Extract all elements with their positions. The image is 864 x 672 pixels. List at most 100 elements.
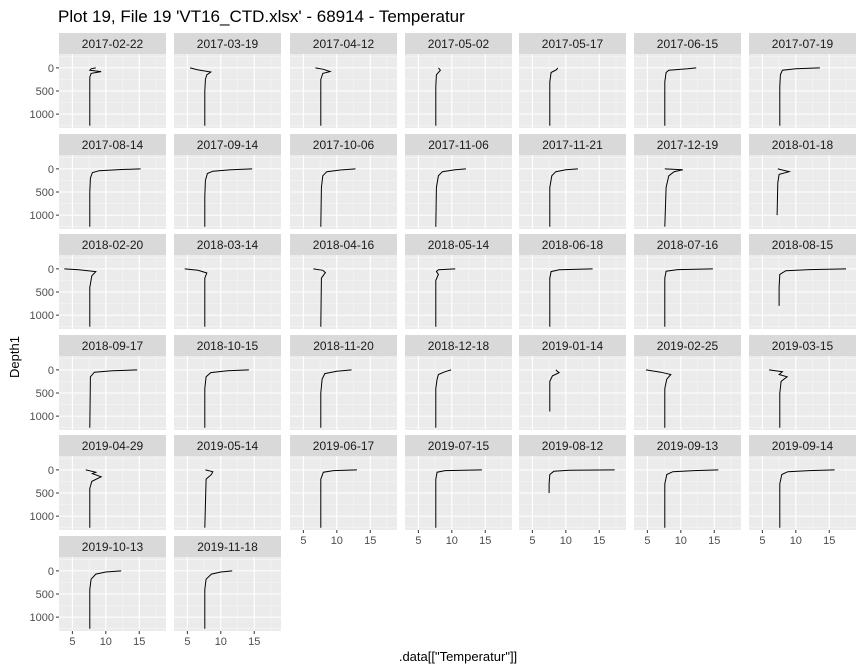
x-tick-label: 5	[300, 535, 306, 547]
facet-strip-label: 2017-06-15	[657, 37, 719, 51]
facet-strip-label: 2017-08-14	[82, 138, 144, 152]
facet-strip-label: 2017-11-06	[428, 138, 489, 152]
facet-strip	[519, 234, 626, 255]
facet-strip-label: 2019-06-17	[313, 439, 375, 453]
facet-strip	[749, 234, 856, 255]
x-tick-label: 15	[708, 535, 720, 547]
facet-panel: 2017-05-17	[519, 33, 626, 128]
y-tick-label: 500	[36, 287, 54, 299]
facet-strip-label: 2019-10-13	[82, 540, 144, 554]
facet-strip-label: 2019-08-12	[542, 439, 604, 453]
facet-panel: 2017-06-15	[634, 33, 741, 128]
y-tick-label: 1000	[30, 411, 54, 423]
facet-strip	[405, 33, 512, 54]
facet-panel: 2019-10-13 0 500 1000 5 10 15	[30, 536, 166, 648]
facet-panel: 2018-11-20	[290, 335, 397, 430]
temperature-profile-line	[778, 268, 847, 306]
facet-panel: 2019-11-18 5 10 15	[174, 536, 281, 648]
facet-panel: 2018-01-18	[749, 134, 856, 229]
facet-panel: 2017-12-19	[634, 134, 741, 229]
y-tick-label: 500	[36, 488, 54, 500]
temperature-profile-line	[88, 67, 102, 126]
facet-strip	[519, 134, 626, 155]
y-tick-label: 1000	[30, 210, 54, 222]
temperature-profile-line	[549, 369, 561, 412]
facet-strip-label: 2019-03-15	[772, 339, 834, 353]
facet-strip-label: 2017-02-22	[82, 37, 144, 51]
facet-panel: 2017-11-06	[405, 134, 512, 229]
facet-panel: 2019-09-14 5 10 15	[749, 435, 856, 547]
facet-panel: 2019-07-15 5 10 15	[405, 435, 512, 547]
x-tick-label: 15	[823, 535, 835, 547]
temperature-profile-line	[769, 369, 789, 428]
y-tick-label: 500	[36, 86, 54, 98]
facet-panel: 2019-04-29 0 500 1000	[30, 435, 166, 530]
facet-panel: 2019-06-17 5 10 15	[290, 435, 397, 547]
facet-panel: 2018-09-17 0 500 1000	[30, 335, 166, 430]
temperature-profile-line	[664, 469, 719, 528]
facet-panel: 2019-08-12 5 10 15	[519, 435, 626, 547]
y-tick-label: 1000	[30, 310, 54, 322]
facet-strip-label: 2017-07-19	[772, 37, 834, 51]
temperature-profile-line	[85, 469, 103, 528]
temperature-profile-line	[89, 570, 122, 629]
temperature-profile-line	[664, 168, 683, 227]
facet-strip	[405, 335, 512, 356]
facet-strip	[174, 134, 281, 155]
facet-strip	[290, 234, 397, 255]
facet-strip	[174, 33, 281, 54]
temperature-profile-line	[435, 67, 442, 126]
temperature-profile-line	[184, 268, 208, 327]
facet-strip	[634, 134, 741, 155]
y-tick-label: 0	[48, 63, 54, 75]
facet-panel: 2018-04-16	[290, 234, 397, 329]
x-tick-label: 15	[364, 535, 376, 547]
facet-panel: 2019-05-14	[174, 435, 281, 530]
facet-panel: 2017-05-02	[405, 33, 512, 128]
facet-strip-label: 2018-05-14	[428, 238, 490, 252]
facet-panel: 2017-09-14	[174, 134, 281, 229]
x-tick-label: 15	[593, 535, 605, 547]
x-tick-label: 10	[331, 535, 343, 547]
facet-panel: 2019-02-25	[634, 335, 741, 430]
y-tick-label: 500	[36, 187, 54, 199]
facet-strip	[634, 234, 741, 255]
facet-strip-label: 2019-04-29	[82, 439, 144, 453]
x-tick-label: 5	[529, 535, 535, 547]
x-tick-label: 10	[446, 535, 458, 547]
x-tick-label: 15	[479, 535, 491, 547]
temperature-profile-line	[549, 268, 593, 327]
facet-strip	[290, 335, 397, 356]
facet-panel: 2017-03-19	[174, 33, 281, 128]
temperature-profile-line	[204, 369, 249, 428]
y-tick-label: 0	[48, 365, 54, 377]
facet-strip	[405, 234, 512, 255]
temperature-profile-line	[89, 369, 138, 428]
y-tick-label: 0	[48, 264, 54, 276]
facet-panel: 2019-03-15	[749, 335, 856, 430]
facet-strip	[634, 33, 741, 54]
y-tick-label: 1000	[30, 612, 54, 624]
facet-panel: 2017-11-21	[519, 134, 626, 229]
facet-strip	[519, 335, 626, 356]
facet-strip-label: 2018-09-17	[82, 339, 144, 353]
facet-panel: 2017-08-14 0 500 1000	[30, 134, 166, 229]
temperature-profile-line	[664, 67, 697, 126]
facet-panel: 2019-01-14	[519, 335, 626, 430]
temperature-profile-line	[320, 469, 357, 528]
x-tick-label: 5	[415, 535, 421, 547]
facet-strip	[290, 33, 397, 54]
facet-panel: 2018-10-15	[174, 335, 281, 430]
facet-strip	[749, 335, 856, 356]
facet-strip-label: 2018-11-20	[313, 339, 374, 353]
temperature-profile-line	[548, 469, 615, 493]
x-tick-label: 5	[644, 535, 650, 547]
facet-strip	[290, 435, 397, 456]
facet-strip-label: 2018-07-16	[657, 238, 719, 252]
facet-panel: 2017-04-12	[290, 33, 397, 128]
facet-strip-label: 2018-12-18	[428, 339, 490, 353]
x-tick-label: 10	[215, 636, 227, 648]
facet-panel: 2018-08-15	[749, 234, 856, 329]
